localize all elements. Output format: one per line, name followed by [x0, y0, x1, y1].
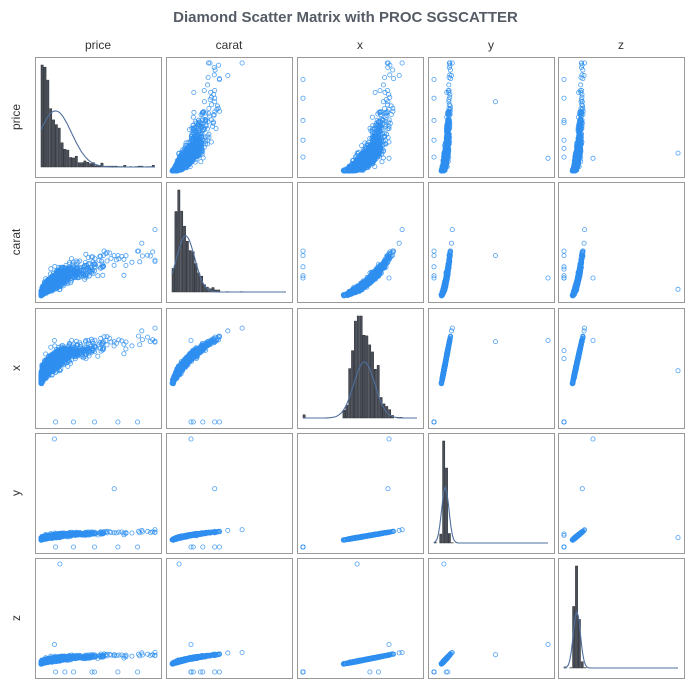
histogram-bar	[57, 127, 61, 168]
panel-price-vs-price	[35, 57, 162, 178]
histogram-bar	[43, 66, 47, 168]
row-label-carat: carat	[9, 228, 23, 255]
panel-price-vs-y	[428, 57, 555, 178]
column-label-y: y	[488, 38, 494, 52]
column-label-price: price	[85, 38, 111, 52]
histogram-bar	[49, 108, 53, 168]
histogram-bar	[89, 163, 92, 168]
scatter-point	[206, 106, 212, 112]
histogram-bar	[63, 149, 67, 168]
histogram-bar	[94, 165, 98, 168]
histogram-bar	[60, 142, 64, 168]
histogram-bar	[74, 155, 78, 168]
column-label-x: x	[357, 38, 363, 52]
histogram-bar	[46, 79, 50, 168]
histogram-bar	[55, 124, 58, 168]
row-label-y: y	[9, 490, 23, 496]
histogram-bar	[77, 162, 81, 168]
column-label-z: z	[618, 38, 624, 52]
panel-price-vs-carat	[166, 57, 293, 178]
histogram-bar	[40, 64, 44, 168]
histogram-bar	[80, 162, 84, 168]
density-curve	[40, 110, 155, 168]
histogram-bar	[72, 157, 75, 168]
histogram-bar	[83, 160, 87, 168]
row-label-price: price	[9, 104, 23, 130]
histogram-bar	[52, 119, 55, 168]
histogram-bar	[86, 161, 90, 168]
chart-title: Diamond Scatter Matrix with PROC SGSCATT…	[0, 9, 691, 26]
panel-price-vs-x	[297, 57, 424, 178]
row-label-x: x	[9, 365, 23, 371]
histogram-bar	[92, 162, 95, 168]
panel-price-vs-z	[558, 57, 685, 178]
scatter-point	[205, 82, 211, 88]
column-label-carat: carat	[216, 38, 243, 52]
histogram-bar	[66, 149, 70, 168]
histogram-bar	[69, 157, 72, 168]
scatter-point	[211, 72, 217, 78]
row-label-z: z	[9, 615, 23, 621]
histogram-bar	[100, 162, 104, 168]
